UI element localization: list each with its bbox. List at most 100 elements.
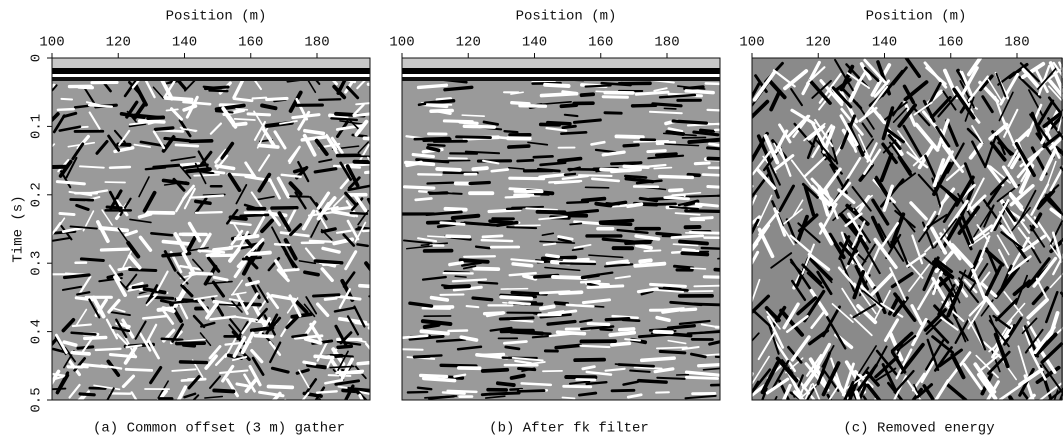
wavelet (412, 354, 443, 358)
wavelet (257, 317, 271, 337)
wavelet (790, 260, 805, 276)
wavelet (614, 275, 631, 280)
wavelet (1048, 387, 1063, 400)
wavelet (998, 384, 1022, 400)
x-tick-label: 100 (389, 35, 414, 51)
wavelet (902, 84, 916, 105)
first-arrival-white (52, 58, 370, 68)
wavelet (752, 215, 761, 226)
wavelet (334, 379, 361, 386)
wavelet (889, 267, 907, 301)
wavelet (828, 384, 840, 400)
wavelet (508, 271, 537, 277)
wavelet (983, 135, 997, 169)
wavelet (88, 111, 101, 130)
wavelet (408, 334, 445, 341)
wavelet (760, 361, 780, 395)
wavelet (557, 156, 583, 163)
wavelet (937, 348, 963, 368)
wavelet (335, 229, 352, 234)
wavelet (594, 201, 613, 208)
wavelet (510, 91, 524, 95)
wavelet (987, 78, 1004, 104)
wavelet (288, 181, 303, 196)
wavelet (665, 130, 686, 136)
wavelet (231, 355, 248, 362)
wavelet (79, 275, 92, 294)
wavelet (927, 81, 942, 107)
wavelet (71, 142, 85, 161)
wavelet (841, 362, 855, 397)
wavelet (538, 215, 568, 221)
wavelet (960, 213, 975, 244)
wavelet (1019, 62, 1040, 83)
wavelet (621, 318, 641, 323)
wavelet (108, 165, 132, 170)
wavelet (709, 383, 720, 387)
wavelet (342, 271, 356, 288)
wavelet (179, 165, 192, 180)
wavelet (100, 364, 123, 370)
wavelet (999, 356, 1017, 381)
wavelet (622, 164, 650, 170)
wavelet (804, 362, 830, 392)
wavelet (116, 333, 129, 346)
wavelet (419, 373, 449, 379)
wavelet (752, 384, 766, 398)
wavelet (933, 178, 958, 203)
wavelet (495, 381, 516, 387)
wavelet (801, 243, 815, 275)
wavelet (858, 106, 878, 123)
wavelet (443, 206, 468, 212)
wavelet (480, 392, 495, 397)
wavelet (422, 137, 452, 143)
wavelet (404, 160, 436, 167)
wavelet (568, 380, 591, 385)
wavelet (600, 81, 632, 87)
wavelet (243, 373, 256, 393)
wavelet (839, 114, 859, 147)
wavelet (599, 167, 632, 173)
wavelet (608, 330, 637, 338)
wavelet (297, 160, 310, 183)
wavelet (801, 263, 823, 285)
wavelet (752, 194, 758, 208)
wavelet (1049, 272, 1063, 289)
wavelet (133, 113, 164, 119)
wavelet (292, 166, 308, 174)
wavelet (138, 176, 150, 198)
wavelet (857, 380, 869, 400)
wavelet (204, 395, 224, 399)
wavelet (329, 365, 355, 369)
wavelet (201, 194, 225, 198)
wavelet (75, 308, 88, 327)
wavelet (429, 295, 450, 302)
wavelet (174, 143, 200, 148)
wavelet (881, 106, 895, 141)
wavelet (1044, 160, 1057, 194)
wavelet (568, 166, 581, 172)
wavelet (871, 198, 890, 226)
wavelet (834, 58, 854, 92)
wavelet (52, 114, 66, 134)
wavelet (648, 110, 683, 115)
wavelet (125, 100, 139, 119)
wavelet (62, 273, 91, 280)
wavelet (844, 212, 863, 228)
wavelet (626, 393, 643, 399)
wavelet (766, 77, 787, 100)
wavelet (461, 261, 483, 267)
wavelet (214, 103, 246, 112)
wavelet (511, 262, 534, 268)
wavelet (283, 398, 287, 400)
wavelet (1036, 184, 1060, 207)
wavelet (333, 306, 356, 313)
wavelet (302, 360, 317, 366)
wavelet (304, 247, 318, 262)
wavelet (426, 181, 455, 185)
wavelet (73, 104, 90, 109)
wavelet (866, 244, 882, 275)
wavelet (314, 138, 329, 157)
wavelet (334, 324, 348, 347)
wavelet (463, 221, 501, 227)
